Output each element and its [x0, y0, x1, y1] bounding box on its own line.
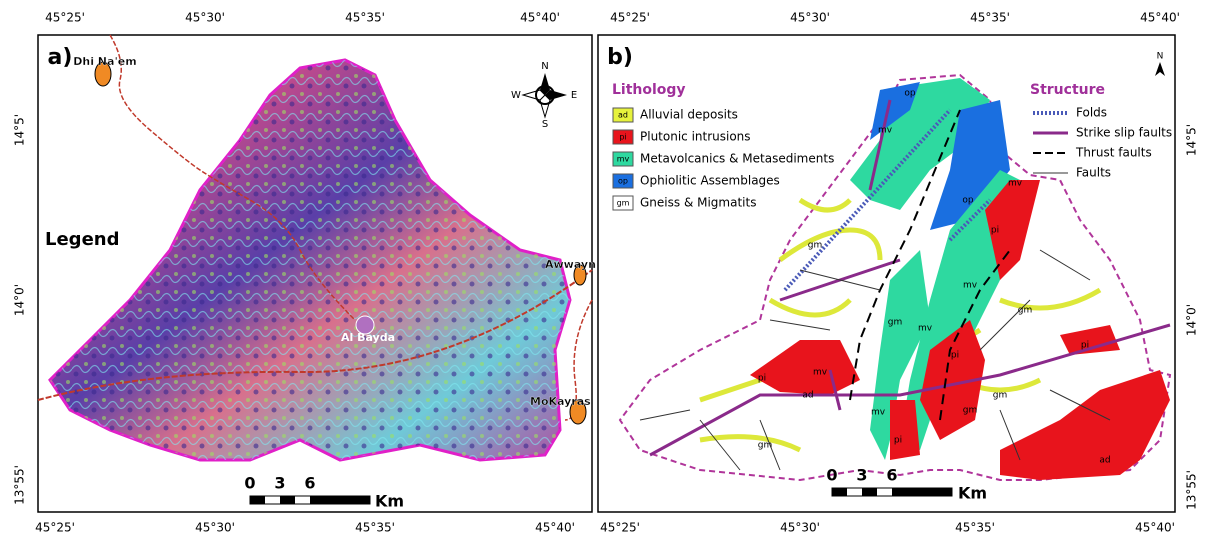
panel-label: b) [607, 45, 633, 70]
scale-label: 3 [274, 474, 285, 493]
map-label: ad [1099, 456, 1110, 466]
map-label: mv [878, 126, 893, 136]
place-label: Dhi Na'em [73, 55, 136, 68]
map-label: gm [758, 441, 772, 451]
legend-label: Thrust faults [1075, 146, 1152, 160]
scale-bar [250, 496, 265, 504]
bottom-tick-label: 45°35' [955, 521, 995, 535]
compass-label: S [542, 119, 548, 130]
legend-code: gm [617, 199, 630, 208]
bottom-tick-label: 45°30' [195, 521, 235, 535]
right-tick-label: 14°5' [1185, 124, 1199, 156]
map-label: pi [1081, 341, 1089, 351]
legend-label: Folds [1076, 106, 1107, 120]
legend-heading: Legend [45, 229, 119, 250]
top-tick-label: 45°35' [345, 11, 385, 25]
map-label: ad [802, 391, 813, 401]
map-label: gm [993, 391, 1007, 401]
legend-title: Structure [1030, 82, 1105, 98]
legend-code: op [618, 177, 628, 186]
legend-code: mv [617, 155, 630, 164]
legend-label: Alluvial deposits [640, 108, 738, 122]
bottom-tick-label: 45°30' [780, 521, 820, 535]
scale-bar [280, 496, 295, 504]
bottom-tick-label: 45°40' [1135, 521, 1175, 535]
figure: 45°25' 45°30' 45°35' 45°40' 45°25' 45°30' 45°3… [0, 0, 1209, 540]
legend-label: Metavolcanics & Metasediments [640, 152, 834, 166]
compass-label: N [541, 61, 548, 72]
map-label: gm [808, 241, 822, 251]
legend-label: Plutonic intrusions [640, 130, 751, 144]
top-tick-label: 45°25' [45, 11, 85, 25]
scale-bar [832, 488, 847, 496]
compass-label: E [571, 90, 577, 101]
right-tick-label: 14°0' [1185, 304, 1199, 336]
legend-code: ad [618, 111, 628, 120]
top-tick-label: 45°40' [1140, 11, 1180, 25]
left-tick-label: 13°55' [13, 465, 27, 505]
map-label: op [904, 89, 916, 99]
legend-label: Faults [1076, 166, 1111, 180]
map-label: mv [918, 324, 933, 334]
panel-label: a) [48, 45, 73, 70]
place-label: Awwayn [545, 258, 596, 271]
map-label: gm [888, 318, 902, 328]
scale-label: 0 [826, 466, 837, 485]
scale-label: 3 [856, 466, 867, 485]
bottom-tick-label: 45°35' [355, 521, 395, 535]
left-tick-label: 14°5' [13, 114, 27, 146]
right-tick-label: 13°55' [1185, 470, 1199, 510]
compass-label: W [511, 90, 521, 101]
legend-title: Lithology [612, 82, 686, 98]
map-label: pi [951, 351, 959, 361]
map-label: pi [758, 374, 766, 384]
bottom-tick-label: 45°25' [35, 521, 75, 535]
map-label: mv [963, 281, 978, 291]
map-label: pi [991, 226, 999, 236]
scale-bar [892, 488, 952, 496]
north-label: N [1157, 52, 1164, 62]
top-tick-label: 45°30' [185, 11, 225, 25]
legend-label: Strike slip faults [1076, 126, 1172, 140]
top-tick-label: 45°35' [970, 11, 1010, 25]
place-label: MoKayras [530, 395, 591, 408]
map-label: mv [871, 408, 886, 418]
legend-label: Ophiolitic Assemblages [640, 174, 780, 188]
scale-bar [310, 496, 370, 504]
map-label: op [962, 196, 974, 206]
place-label: Al Bayda [341, 331, 395, 344]
top-tick-label: 45°40' [520, 11, 560, 25]
scale-unit: Km [958, 484, 987, 503]
scale-bar [862, 488, 877, 496]
scale-label: 0 [244, 474, 255, 493]
bottom-tick-label: 45°40' [535, 521, 575, 535]
top-tick-label: 45°25' [610, 11, 650, 25]
map-label: gm [963, 406, 977, 416]
left-tick-label: 14°0' [13, 284, 27, 316]
scale-label: 6 [886, 466, 897, 485]
plutonic [890, 400, 920, 460]
top-tick-label: 45°30' [790, 11, 830, 25]
map-label: gm [1018, 306, 1032, 316]
scale-label: 6 [304, 474, 315, 493]
map-label: mv [813, 368, 828, 378]
bottom-tick-label: 45°25' [600, 521, 640, 535]
scale-unit: Km [375, 492, 404, 511]
map-label: pi [894, 436, 902, 446]
legend-label: Gneiss & Migmatits [640, 196, 756, 210]
map-label: mv [1008, 179, 1023, 189]
legend-code: pi [619, 133, 626, 142]
